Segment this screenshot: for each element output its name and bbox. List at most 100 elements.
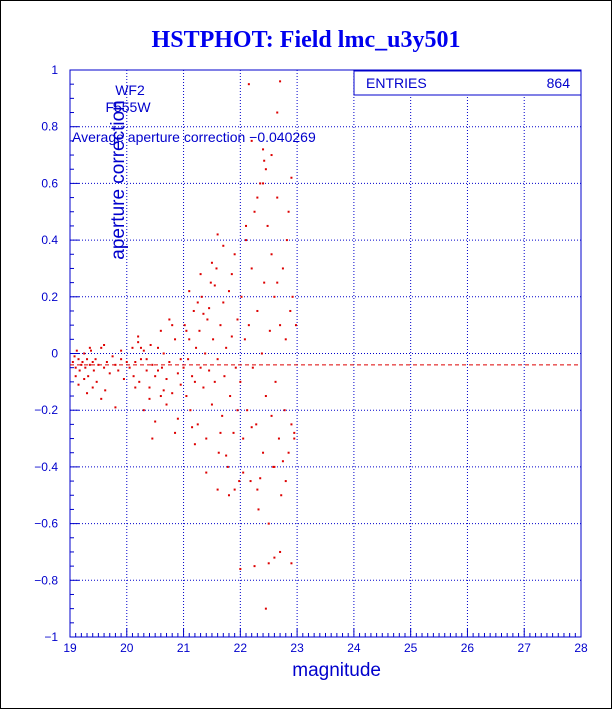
data-point bbox=[233, 253, 236, 256]
data-point bbox=[259, 182, 262, 185]
x-tick-label: 19 bbox=[63, 641, 77, 655]
data-point bbox=[279, 550, 282, 553]
data-point bbox=[234, 366, 237, 369]
data-point bbox=[86, 358, 89, 361]
data-point bbox=[88, 363, 91, 366]
data-point bbox=[165, 403, 168, 406]
data-point bbox=[273, 556, 276, 559]
x-tick-label: 24 bbox=[347, 641, 361, 655]
data-point bbox=[284, 480, 287, 483]
data-point bbox=[137, 335, 140, 338]
data-point bbox=[215, 267, 218, 270]
x-tick-label: 26 bbox=[461, 641, 475, 655]
data-point bbox=[200, 295, 203, 298]
data-point bbox=[239, 380, 242, 383]
data-point bbox=[249, 480, 252, 483]
data-point bbox=[148, 386, 151, 389]
data-point bbox=[88, 346, 91, 349]
y-tick-label: 0.6 bbox=[41, 176, 58, 190]
data-point bbox=[264, 395, 267, 398]
data-point bbox=[162, 352, 165, 355]
stats-entries-label: ENTRIES bbox=[366, 75, 427, 91]
data-point bbox=[219, 431, 222, 434]
data-point bbox=[250, 267, 253, 270]
data-point bbox=[151, 363, 154, 366]
data-point bbox=[260, 352, 263, 355]
data-point bbox=[213, 380, 216, 383]
data-point bbox=[270, 253, 273, 256]
data-point bbox=[137, 341, 140, 344]
data-point bbox=[125, 361, 128, 364]
data-point bbox=[267, 562, 270, 565]
data-point bbox=[87, 375, 90, 378]
data-point bbox=[149, 343, 152, 346]
data-point bbox=[213, 284, 216, 287]
data-point bbox=[198, 329, 201, 332]
data-point bbox=[221, 414, 224, 417]
data-point bbox=[290, 176, 293, 179]
data-point bbox=[157, 369, 160, 372]
data-point bbox=[273, 295, 276, 298]
data-point bbox=[122, 378, 125, 381]
stats-box-frame bbox=[353, 70, 582, 96]
y-tick-label: −1 bbox=[44, 630, 58, 644]
data-point bbox=[168, 361, 171, 364]
data-point bbox=[270, 414, 273, 417]
data-point bbox=[216, 233, 219, 236]
data-point bbox=[132, 375, 135, 378]
data-point bbox=[264, 607, 267, 610]
data-point bbox=[280, 494, 283, 497]
data-point bbox=[255, 423, 258, 426]
data-point bbox=[196, 301, 199, 304]
data-point bbox=[289, 309, 292, 312]
data-point bbox=[208, 307, 211, 310]
x-tick-label: 25 bbox=[404, 641, 418, 655]
data-point bbox=[77, 358, 80, 361]
stats-box: ENTRIES 864 bbox=[353, 70, 582, 96]
data-point bbox=[281, 460, 284, 463]
data-point bbox=[225, 454, 228, 457]
data-point bbox=[81, 361, 84, 364]
data-point bbox=[179, 383, 182, 386]
data-point bbox=[162, 389, 165, 392]
data-point bbox=[193, 443, 196, 446]
chart-title: HSTPHOT: Field lmc_u3y501 bbox=[152, 27, 461, 53]
data-point bbox=[256, 196, 259, 199]
data-point bbox=[222, 244, 225, 247]
data-point bbox=[270, 154, 273, 157]
data-point bbox=[160, 366, 163, 369]
data-point bbox=[210, 261, 213, 264]
y-tick-label: 0.4 bbox=[41, 233, 58, 247]
data-point bbox=[246, 409, 249, 412]
data-point bbox=[139, 358, 142, 361]
data-point bbox=[250, 139, 253, 142]
data-point bbox=[256, 309, 259, 312]
data-point bbox=[287, 210, 290, 213]
data-point bbox=[229, 395, 232, 398]
camera-label: WF2 bbox=[115, 82, 145, 98]
data-point bbox=[105, 361, 108, 364]
data-point bbox=[95, 380, 98, 383]
data-point bbox=[225, 346, 228, 349]
data-point bbox=[179, 358, 182, 361]
data-point bbox=[250, 426, 253, 429]
data-point bbox=[75, 349, 78, 352]
data-point bbox=[219, 324, 222, 327]
data-point bbox=[138, 380, 141, 383]
data-point bbox=[293, 431, 296, 434]
x-axis: 19 20 21 22 23 24 25 26 27 28 bbox=[63, 628, 588, 655]
data-point bbox=[128, 366, 131, 369]
data-point bbox=[283, 409, 286, 412]
x-tick-label: 21 bbox=[177, 641, 191, 655]
data-point bbox=[142, 349, 145, 352]
data-point bbox=[272, 465, 275, 468]
data-point bbox=[290, 423, 293, 426]
data-point bbox=[151, 437, 154, 440]
data-point bbox=[199, 273, 202, 276]
data-point bbox=[227, 290, 230, 293]
y-tick-label: 1 bbox=[51, 63, 58, 77]
data-point bbox=[262, 451, 265, 454]
data-point bbox=[287, 451, 290, 454]
data-point bbox=[204, 352, 207, 355]
data-point bbox=[196, 423, 199, 426]
